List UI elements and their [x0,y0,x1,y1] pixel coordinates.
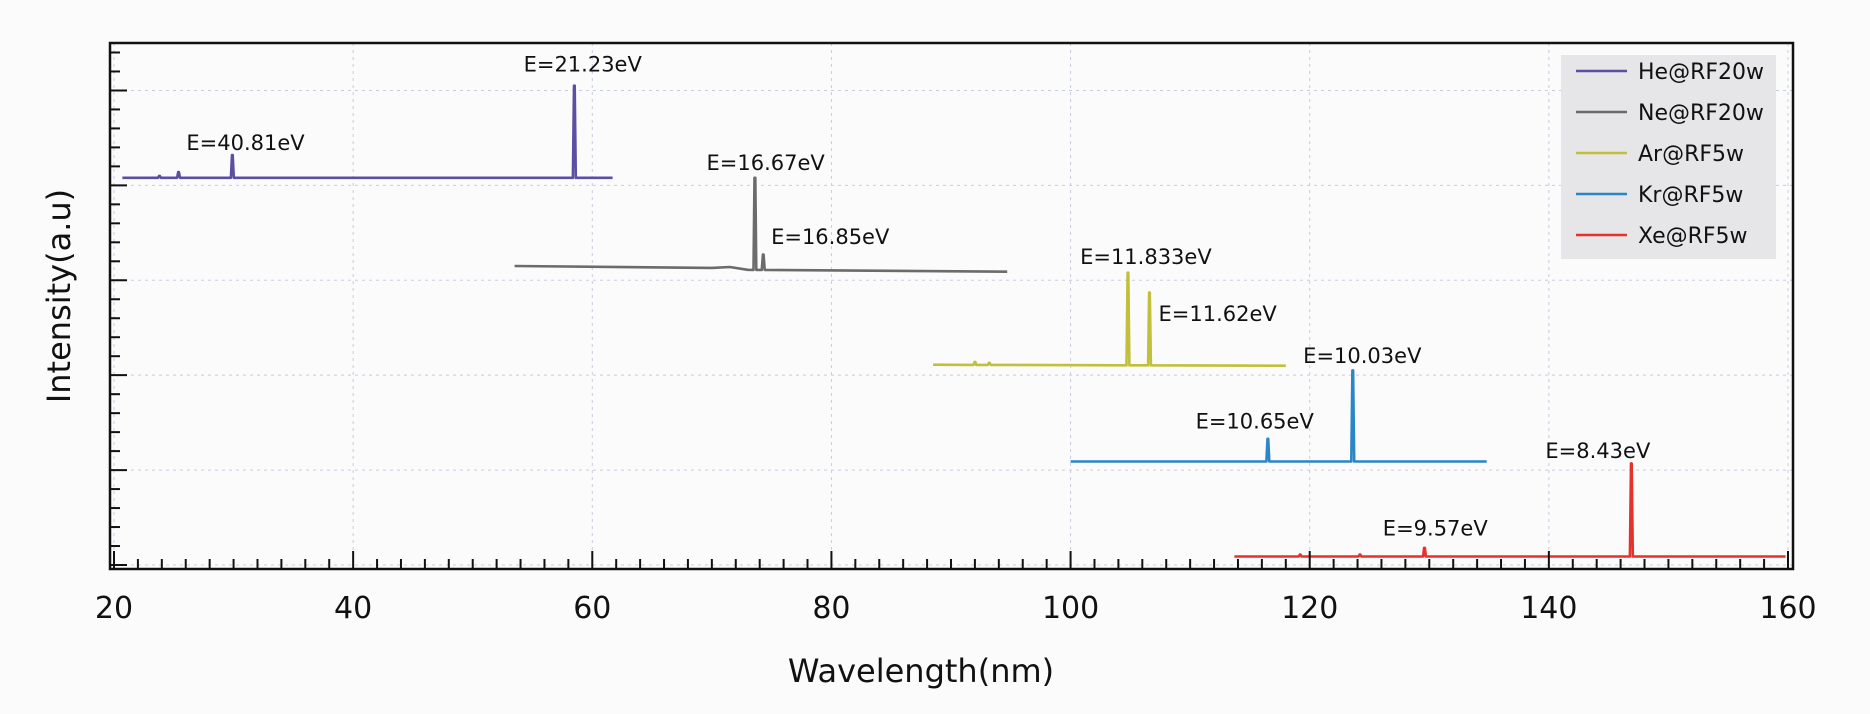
series-line-xe [1234,462,1786,558]
plot-frame [108,41,1795,571]
x-axis-title: Wavelength(nm) [788,652,1054,690]
x-tick-label: 20 [95,591,133,626]
x-tick-label: 80 [812,591,850,626]
legend-item: Ne@RF20w [1576,101,1764,126]
legend-items: He@RF20w Ne@RF20w Ar@RF5w Kr@RF5w Xe@RF5w [1576,60,1764,249]
grid [110,43,1793,569]
legend-label: Ne@RF20w [1638,101,1764,126]
legend-label: Xe@RF5w [1638,224,1748,249]
series-line-kr [1070,369,1487,463]
peak-annotation: E=11.833eV [1080,245,1212,269]
series-line-ar [933,271,1286,367]
series-line-ne [514,176,1008,273]
y-axis-title: Intensity(a.u) [40,189,78,403]
legend-item: Kr@RF5w [1576,183,1743,208]
peak-annotation: E=10.03eV [1303,344,1422,368]
peak-annotations: E=21.23eV E=40.81eV E=16.67eV E=16.85eV E=11… [186,52,1651,540]
legend-item: Ar@RF5w [1576,142,1744,167]
plot-series [122,84,1786,558]
x-tick-label: 120 [1281,591,1338,626]
peak-annotation: E=8.43eV [1545,439,1651,463]
series-line-he [122,84,613,180]
legend-label: Kr@RF5w [1638,183,1743,208]
x-tick-label: 60 [573,591,611,626]
x-tick-labels: 20 40 60 80 100 120 140 160 [95,591,1817,626]
legend-label: Ar@RF5w [1638,142,1744,167]
x-tick-label: 140 [1520,591,1577,626]
peak-annotation: E=11.62eV [1159,302,1278,326]
legend: He@RF20w Ne@RF20w Ar@RF5w Kr@RF5w Xe@RF5w [1561,55,1776,259]
x-tick-label: 100 [1042,591,1099,626]
peak-annotation: E=9.57eV [1383,517,1489,541]
peak-annotation: E=16.67eV [707,151,826,175]
x-tick-label: 40 [334,591,372,626]
peak-annotation: E=16.85eV [771,225,890,249]
peak-annotation: E=40.81eV [186,131,305,155]
peak-annotation: E=10.65eV [1196,409,1315,433]
x-tick-label: 160 [1759,591,1816,626]
legend-item: He@RF20w [1576,60,1764,85]
axis-ticks [110,51,1789,569]
legend-background [1561,55,1776,259]
legend-label: He@RF20w [1638,60,1764,85]
legend-item: Xe@RF5w [1576,224,1748,249]
peak-annotation: E=21.23eV [524,52,643,76]
